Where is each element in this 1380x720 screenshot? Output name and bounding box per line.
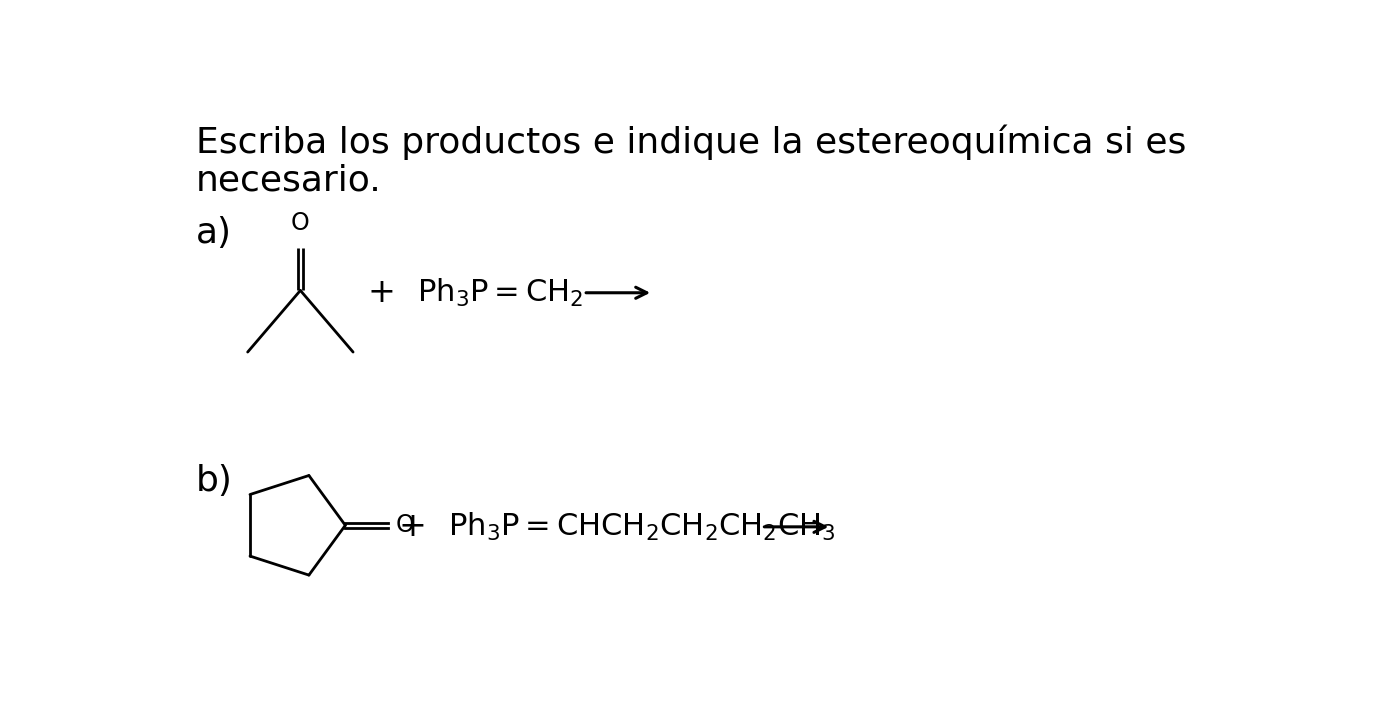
Text: O: O — [291, 211, 309, 235]
Text: b): b) — [196, 464, 233, 498]
Text: +: + — [368, 276, 396, 310]
Text: necesario.: necesario. — [196, 163, 381, 197]
Text: +: + — [399, 510, 426, 544]
Text: Escriba los productos e indique la estereoquímica si es: Escriba los productos e indique la ester… — [196, 125, 1187, 161]
Text: Ph$_3$P$=$CHCH$_2$CH$_2$CH$_2$CH$_3$: Ph$_3$P$=$CHCH$_2$CH$_2$CH$_2$CH$_3$ — [447, 510, 835, 543]
Text: O: O — [396, 513, 414, 537]
Text: a): a) — [196, 216, 232, 250]
Text: Ph$_3$P$=$CH$_2$: Ph$_3$P$=$CH$_2$ — [417, 276, 582, 309]
